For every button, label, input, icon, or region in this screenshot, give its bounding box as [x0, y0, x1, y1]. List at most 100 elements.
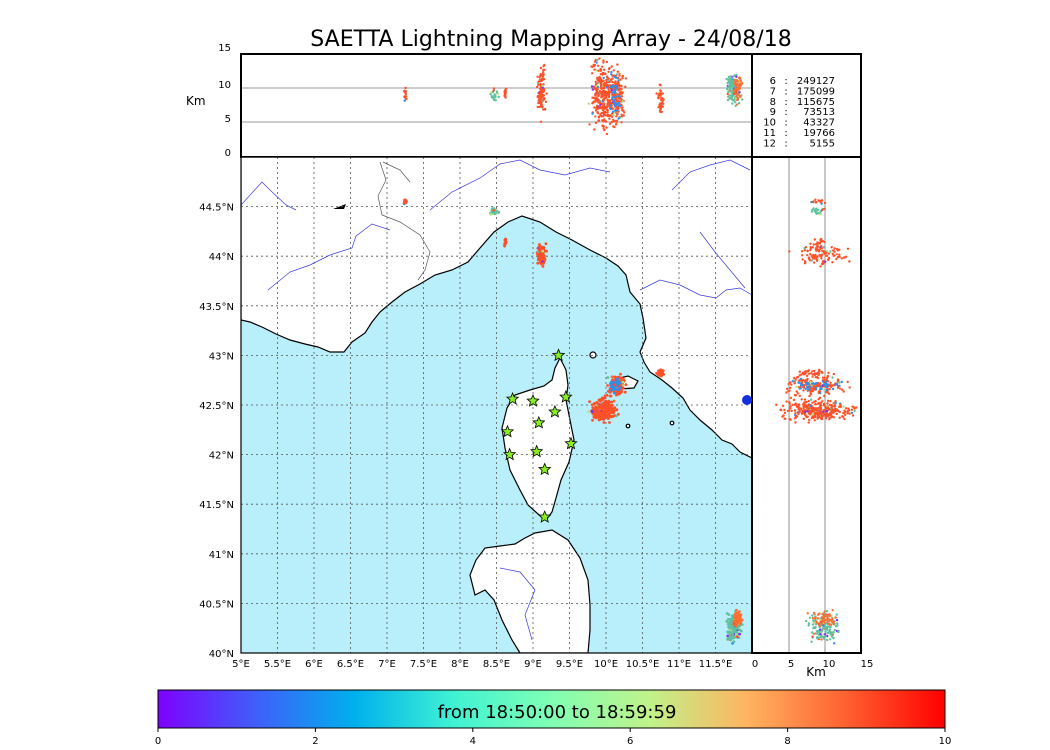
station-star-icon — [559, 390, 573, 403]
legend-separator: : — [784, 86, 787, 97]
lightning-lat-alt-point — [850, 411, 854, 414]
lightning-altitude-point — [504, 96, 507, 99]
lightning-altitude-point — [595, 104, 599, 108]
lightning-source-point — [602, 415, 605, 418]
lightning-lat-alt-point — [806, 407, 810, 410]
lightning-lat-alt-point — [788, 250, 791, 253]
lightning-lat-alt-point — [794, 412, 797, 415]
legend-count: 115675 — [797, 97, 835, 108]
lightning-lat-alt-point — [802, 389, 805, 392]
lightning-lat-alt-point — [840, 380, 843, 384]
lightning-lat-alt-point — [808, 411, 811, 414]
lightning-altitude-point — [594, 82, 598, 86]
lightning-altitude-point — [614, 80, 617, 83]
lightning-lat-alt-point — [819, 240, 823, 243]
lightning-lat-alt-point — [807, 421, 810, 424]
lightning-lat-alt-point — [817, 208, 820, 211]
lightning-altitude-point — [612, 101, 616, 104]
lightning-lat-alt-point — [831, 252, 834, 255]
lightning-altitude-point — [726, 92, 729, 96]
lightning-lat-alt-point — [794, 378, 797, 381]
lightning-source-point — [727, 613, 731, 616]
lightning-lat-alt-point — [813, 261, 816, 264]
lightning-lat-alt-point — [815, 637, 819, 640]
lightning-altitude-point — [609, 107, 612, 111]
lightning-lat-alt-point — [828, 387, 831, 391]
lightning-altitude-point — [593, 64, 596, 68]
lightning-altitude-point — [599, 105, 602, 109]
lightning-altitude-point — [596, 76, 599, 80]
lightning-lat-alt-point — [810, 398, 813, 401]
river — [429, 159, 611, 211]
lightning-lat-alt-point — [817, 212, 820, 215]
lightning-source-point — [615, 377, 619, 381]
lightning-altitude-point — [593, 68, 596, 71]
lightning-altitude-point — [536, 75, 539, 78]
lightning-source-point — [608, 391, 612, 394]
lightning-altitude-point — [621, 108, 624, 112]
lightning-lat-alt-point — [833, 254, 836, 257]
lightning-lat-alt-point — [795, 385, 798, 388]
lightning-altitude-point — [734, 97, 737, 100]
lightning-lat-alt-point — [825, 618, 828, 622]
lightning-altitude-point — [496, 92, 499, 95]
lightning-altitude-point — [594, 115, 597, 118]
lightning-source-point — [591, 418, 594, 422]
lightning-altitude-point — [594, 80, 597, 84]
lightning-lat-alt-point — [835, 253, 839, 256]
lightning-altitude-point — [543, 97, 546, 101]
lightning-lat-alt-point — [809, 380, 812, 384]
lightning-altitude-point — [616, 93, 619, 96]
lightning-altitude-point — [737, 88, 741, 91]
legend-count: 43327 — [803, 118, 835, 129]
lightning-lat-alt-point — [821, 635, 825, 639]
lightning-altitude-point — [605, 126, 608, 129]
lightning-lat-alt-point — [841, 388, 844, 391]
lightning-lat-alt-point — [829, 399, 832, 403]
lightning-source-point — [538, 257, 542, 261]
lightning-altitude-point — [612, 94, 616, 97]
lightning-lat-alt-point — [792, 398, 796, 402]
lightning-altitude-point — [599, 73, 603, 76]
lightning-lat-alt-point — [789, 396, 793, 400]
lightning-source-point — [732, 622, 736, 626]
lightning-altitude-point — [605, 60, 609, 64]
lightning-altitude-point — [613, 105, 616, 108]
lightning-lat-alt-point — [785, 400, 788, 403]
lightning-altitude-point — [727, 90, 730, 94]
lightning-altitude-point — [731, 80, 734, 84]
lightning-source-point — [590, 409, 594, 413]
lightning-altitude-point — [599, 86, 603, 89]
lightning-altitude-point — [621, 75, 624, 78]
legend-separator: : — [784, 118, 787, 129]
lightning-lat-alt-point — [797, 403, 801, 406]
lightning-altitude-point — [734, 87, 737, 91]
legend-hour: 10 — [763, 118, 776, 129]
lightning-lat-alt-point — [825, 380, 828, 383]
lightning-lat-alt-point — [833, 642, 836, 645]
lightning-altitude-point — [590, 85, 594, 88]
lightning-lat-alt-point — [819, 618, 822, 622]
lightning-altitude-point — [609, 104, 612, 107]
lightning-altitude-point — [493, 93, 496, 96]
lightning-lat-alt-point — [775, 403, 778, 406]
lightning-altitude-point — [611, 110, 615, 113]
lightning-lat-alt-point — [848, 260, 851, 263]
lightning-altitude-point — [608, 117, 611, 120]
colorbar: from 18:50:00 to 18:59:59 0 2 4 6 8 10 — [155, 689, 951, 747]
lightning-altitude-point — [601, 102, 604, 106]
lightning-lat-alt-point — [815, 257, 818, 261]
lightning-lat-alt-point — [803, 249, 807, 252]
lightning-lat-alt-point — [823, 207, 826, 210]
lightning-lat-alt-point — [810, 384, 813, 387]
lightning-altitude-point — [493, 94, 496, 98]
lightning-lat-alt-point — [830, 405, 833, 409]
lightning-source-point — [735, 630, 739, 634]
lightning-lat-alt-point — [814, 201, 817, 204]
lightning-lat-alt-point — [814, 198, 817, 201]
lat-tick-label: 42.5°N — [199, 401, 234, 412]
lightning-altitude-point — [592, 101, 595, 104]
lightning-lat-alt-point — [810, 210, 814, 213]
lightning-lat-alt-point — [821, 380, 825, 383]
colorbar-tick: 2 — [312, 736, 318, 747]
